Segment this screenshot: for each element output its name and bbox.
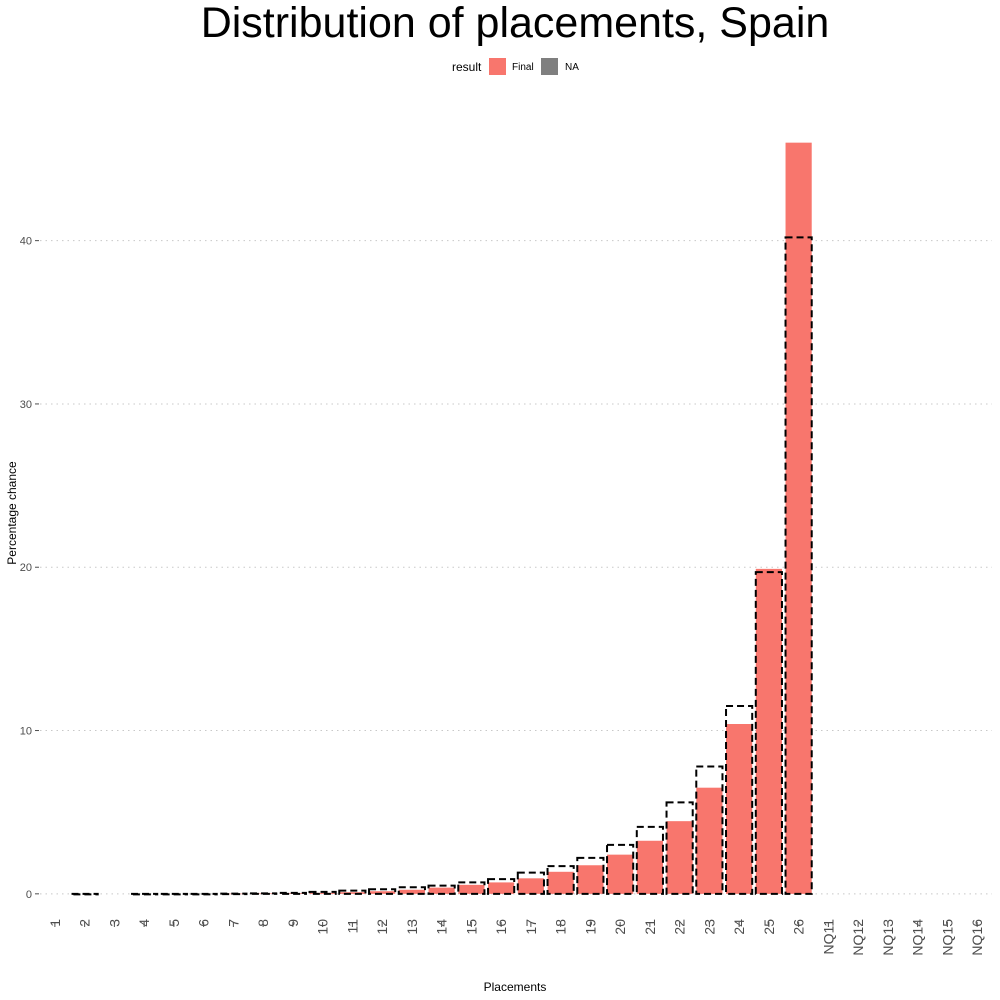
outline-bar-25 bbox=[754, 571, 783, 895]
outline-bar-10 bbox=[308, 890, 337, 895]
x-tick-label-6: 6 bbox=[196, 919, 212, 927]
x-tick-label-NQ12: NQ12 bbox=[850, 919, 866, 956]
outline-bar-26 bbox=[784, 236, 813, 895]
x-tick-label-22: 22 bbox=[672, 919, 688, 935]
x-tick-label-19: 19 bbox=[582, 919, 598, 935]
bar-final-18 bbox=[547, 871, 574, 894]
bar-final-24 bbox=[726, 724, 753, 894]
legend-title: result bbox=[452, 60, 482, 74]
x-tick-label-2: 2 bbox=[77, 919, 93, 927]
y-axis-label: Percentage chance bbox=[5, 461, 19, 565]
x-tick-label-3: 3 bbox=[106, 919, 122, 927]
bar-final-13 bbox=[398, 889, 425, 894]
bar-final-11 bbox=[339, 892, 366, 894]
y-tick-label-0: 0 bbox=[26, 889, 32, 901]
legend: result Final NA bbox=[452, 58, 579, 75]
x-tick-label-7: 7 bbox=[225, 919, 241, 927]
x-tick-label-18: 18 bbox=[553, 919, 569, 935]
x-tick-label-13: 13 bbox=[404, 919, 420, 935]
outline-bar-4 bbox=[130, 892, 159, 896]
x-tick-label-9: 9 bbox=[285, 919, 301, 927]
outline-bar-11 bbox=[338, 889, 367, 895]
outline-bar-22 bbox=[665, 801, 694, 895]
x-tick-label-25: 25 bbox=[761, 919, 777, 935]
outline-bar-9 bbox=[278, 891, 307, 895]
legend-label-final: Final bbox=[512, 62, 534, 73]
x-tick-label-11: 11 bbox=[344, 919, 360, 934]
y-axis-ticks: 0 10 20 30 40 bbox=[20, 236, 39, 901]
x-tick-label-5: 5 bbox=[166, 919, 182, 927]
x-tick-label-1: 1 bbox=[47, 919, 63, 927]
outline-bar-7 bbox=[219, 892, 248, 896]
outline-bar-8 bbox=[249, 892, 278, 895]
x-axis-label: Placements bbox=[484, 980, 547, 994]
outline-bar-24 bbox=[725, 705, 754, 895]
dashed-outline-bars bbox=[70, 236, 813, 896]
x-tick-label-12: 12 bbox=[374, 919, 390, 935]
x-tick-label-4: 4 bbox=[136, 919, 152, 927]
x-tick-label-NQ16: NQ16 bbox=[969, 919, 985, 956]
bar-final-12 bbox=[369, 891, 396, 894]
x-tick-label-17: 17 bbox=[523, 919, 539, 935]
outline-bar-14 bbox=[427, 884, 456, 895]
y-tick-label-10: 10 bbox=[20, 726, 32, 738]
bar-final-22 bbox=[666, 821, 693, 894]
chart-title: Distribution of placements, Spain bbox=[201, 0, 830, 47]
x-axis-ticks: 1 2 3 4 5 6 7 8 9 10 11 12 13 14 15 16 17 18 19 20 21 22 23 24 2… bbox=[47, 919, 985, 956]
x-tick-label-15: 15 bbox=[463, 919, 479, 935]
bar-final-10 bbox=[309, 892, 336, 894]
x-tick-label-23: 23 bbox=[701, 919, 717, 935]
outline-bar-17 bbox=[516, 871, 545, 895]
legend-swatch-na bbox=[541, 58, 558, 75]
bars bbox=[220, 142, 812, 895]
bar-final-23 bbox=[696, 787, 723, 894]
outline-bar-18 bbox=[546, 865, 575, 895]
outline-bar-13 bbox=[397, 886, 426, 895]
grid-lines bbox=[40, 240, 992, 895]
x-tick-label-16: 16 bbox=[493, 919, 509, 935]
outline-bar-5 bbox=[159, 892, 188, 896]
x-tick-label-24: 24 bbox=[731, 919, 747, 935]
x-tick-label-NQ11: NQ11 bbox=[820, 919, 836, 955]
bar-final-15 bbox=[458, 884, 485, 894]
x-tick-label-21: 21 bbox=[642, 919, 658, 935]
x-tick-label-NQ14: NQ14 bbox=[910, 919, 926, 956]
outline-bar-15 bbox=[457, 881, 486, 895]
bar-final-19 bbox=[577, 865, 604, 894]
x-tick-label-20: 20 bbox=[612, 919, 628, 935]
legend-swatch-final bbox=[489, 58, 506, 75]
x-tick-label-NQ13: NQ13 bbox=[880, 919, 896, 956]
outline-bar-19 bbox=[576, 856, 605, 895]
x-tick-label-10: 10 bbox=[315, 919, 331, 935]
outline-bar-21 bbox=[635, 825, 664, 895]
bar-final-16 bbox=[488, 882, 515, 894]
bar-final-17 bbox=[517, 878, 544, 894]
x-tick-label-14: 14 bbox=[434, 919, 450, 935]
outline-bar-2 bbox=[70, 892, 99, 896]
bar-final-20 bbox=[607, 854, 634, 894]
outline-bar-6 bbox=[189, 892, 218, 896]
bar-final-25 bbox=[755, 568, 782, 894]
outline-bar-12 bbox=[368, 888, 397, 895]
y-tick-label-30: 30 bbox=[20, 399, 32, 411]
y-tick-label-40: 40 bbox=[20, 236, 32, 248]
bar-final-14 bbox=[428, 887, 455, 894]
x-tick-label-NQ15: NQ15 bbox=[939, 919, 955, 956]
x-tick-label-8: 8 bbox=[255, 919, 271, 927]
outline-bar-20 bbox=[606, 843, 635, 895]
legend-label-na: NA bbox=[565, 62, 579, 73]
bar-final-26 bbox=[785, 142, 812, 894]
bar-final-21 bbox=[636, 840, 663, 894]
outline-bar-16 bbox=[487, 878, 516, 895]
x-tick-label-26: 26 bbox=[791, 919, 807, 935]
outline-bar-23 bbox=[695, 765, 724, 895]
y-tick-label-20: 20 bbox=[20, 562, 32, 574]
